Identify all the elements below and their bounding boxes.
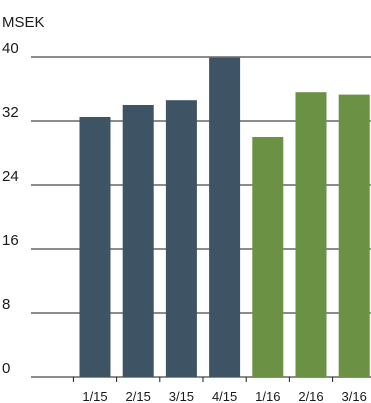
bar-2-16 [295,92,327,377]
x-tick-label: 3/15 [169,389,194,403]
x-tick-label: 2/15 [126,389,151,403]
bar-1-16 [252,137,284,377]
bar-3-15 [165,100,197,377]
y-tick-label: 0 [2,360,10,377]
y-tick-label: 16 [2,232,19,249]
y-tick-label: 24 [2,168,19,185]
x-tick-label: 1/16 [255,389,280,403]
y-tick-label: 8 [2,296,10,313]
bar-4-15 [209,57,241,378]
x-tick-label: 2/16 [298,389,323,403]
y-axis-ticks: 0 8 16 24 32 40 [2,40,19,377]
y-unit-label: MSEK [2,14,45,31]
y-tick-label: 40 [2,40,19,57]
x-tick-label: 1/15 [82,389,107,403]
x-axis-ticks: 1/15 2/15 3/15 4/15 1/16 2/16 3/16 [72,377,367,403]
bars [79,57,370,378]
bar-2-15 [122,105,154,377]
x-tick-label: 4/15 [212,389,237,403]
y-tick-label: 32 [2,104,19,121]
bar-1-15 [79,117,111,377]
bar-3-16 [338,94,370,377]
x-tick-label: 3/16 [342,389,367,403]
